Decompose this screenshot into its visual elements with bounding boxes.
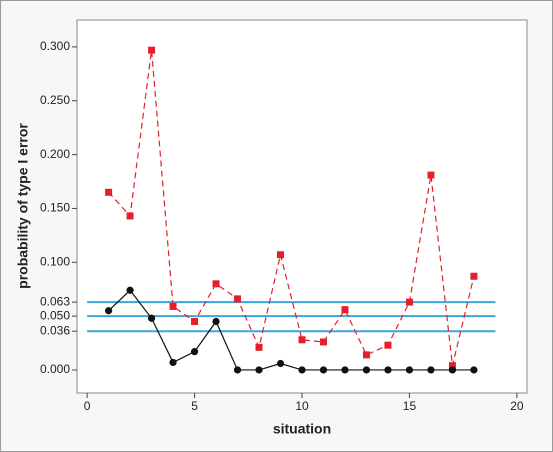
point bbox=[320, 338, 327, 345]
point bbox=[169, 359, 176, 366]
point bbox=[148, 315, 155, 322]
y-tick-label: 0.150 bbox=[40, 201, 70, 215]
point bbox=[299, 336, 306, 343]
point bbox=[320, 366, 327, 373]
point bbox=[341, 306, 348, 313]
point bbox=[277, 251, 284, 258]
point bbox=[427, 366, 434, 373]
point bbox=[105, 307, 112, 314]
point bbox=[212, 318, 219, 325]
x-tick-label: 0 bbox=[84, 399, 91, 413]
y-tick-label: 0.100 bbox=[40, 254, 70, 268]
y-tick-label: 0.050 bbox=[40, 308, 70, 322]
x-axis-title: situation bbox=[273, 421, 331, 437]
point bbox=[148, 47, 155, 54]
x-tick-label: 10 bbox=[295, 399, 309, 413]
y-tick-label: 0.036 bbox=[40, 323, 70, 337]
point bbox=[406, 366, 413, 373]
x-tick-label: 15 bbox=[403, 399, 417, 413]
point bbox=[298, 366, 305, 373]
point bbox=[127, 212, 134, 219]
y-tick-label: 0.200 bbox=[40, 147, 70, 161]
y-axis-title: probability of type I error bbox=[15, 123, 31, 289]
y-tick-label: 0.063 bbox=[40, 294, 70, 308]
point bbox=[341, 366, 348, 373]
chart: situation probability of type I error 0.… bbox=[0, 0, 553, 452]
point bbox=[255, 366, 262, 373]
point bbox=[234, 295, 241, 302]
point bbox=[277, 360, 284, 367]
x-tick-label: 5 bbox=[191, 399, 198, 413]
point bbox=[427, 172, 434, 179]
point bbox=[170, 303, 177, 310]
y-tick-label: 0.250 bbox=[40, 93, 70, 107]
point bbox=[470, 273, 477, 280]
point bbox=[363, 366, 370, 373]
y-tick-label: 0.000 bbox=[40, 362, 70, 376]
point bbox=[384, 366, 391, 373]
point bbox=[191, 348, 198, 355]
point bbox=[234, 366, 241, 373]
point bbox=[384, 342, 391, 349]
point bbox=[363, 351, 370, 358]
point bbox=[213, 280, 220, 287]
point bbox=[470, 366, 477, 373]
point bbox=[105, 189, 112, 196]
point bbox=[126, 287, 133, 294]
point bbox=[191, 318, 198, 325]
point bbox=[406, 299, 413, 306]
x-tick-label: 20 bbox=[510, 399, 524, 413]
y-tick-label: 0.300 bbox=[40, 39, 70, 53]
point bbox=[449, 366, 456, 373]
point bbox=[256, 344, 263, 351]
